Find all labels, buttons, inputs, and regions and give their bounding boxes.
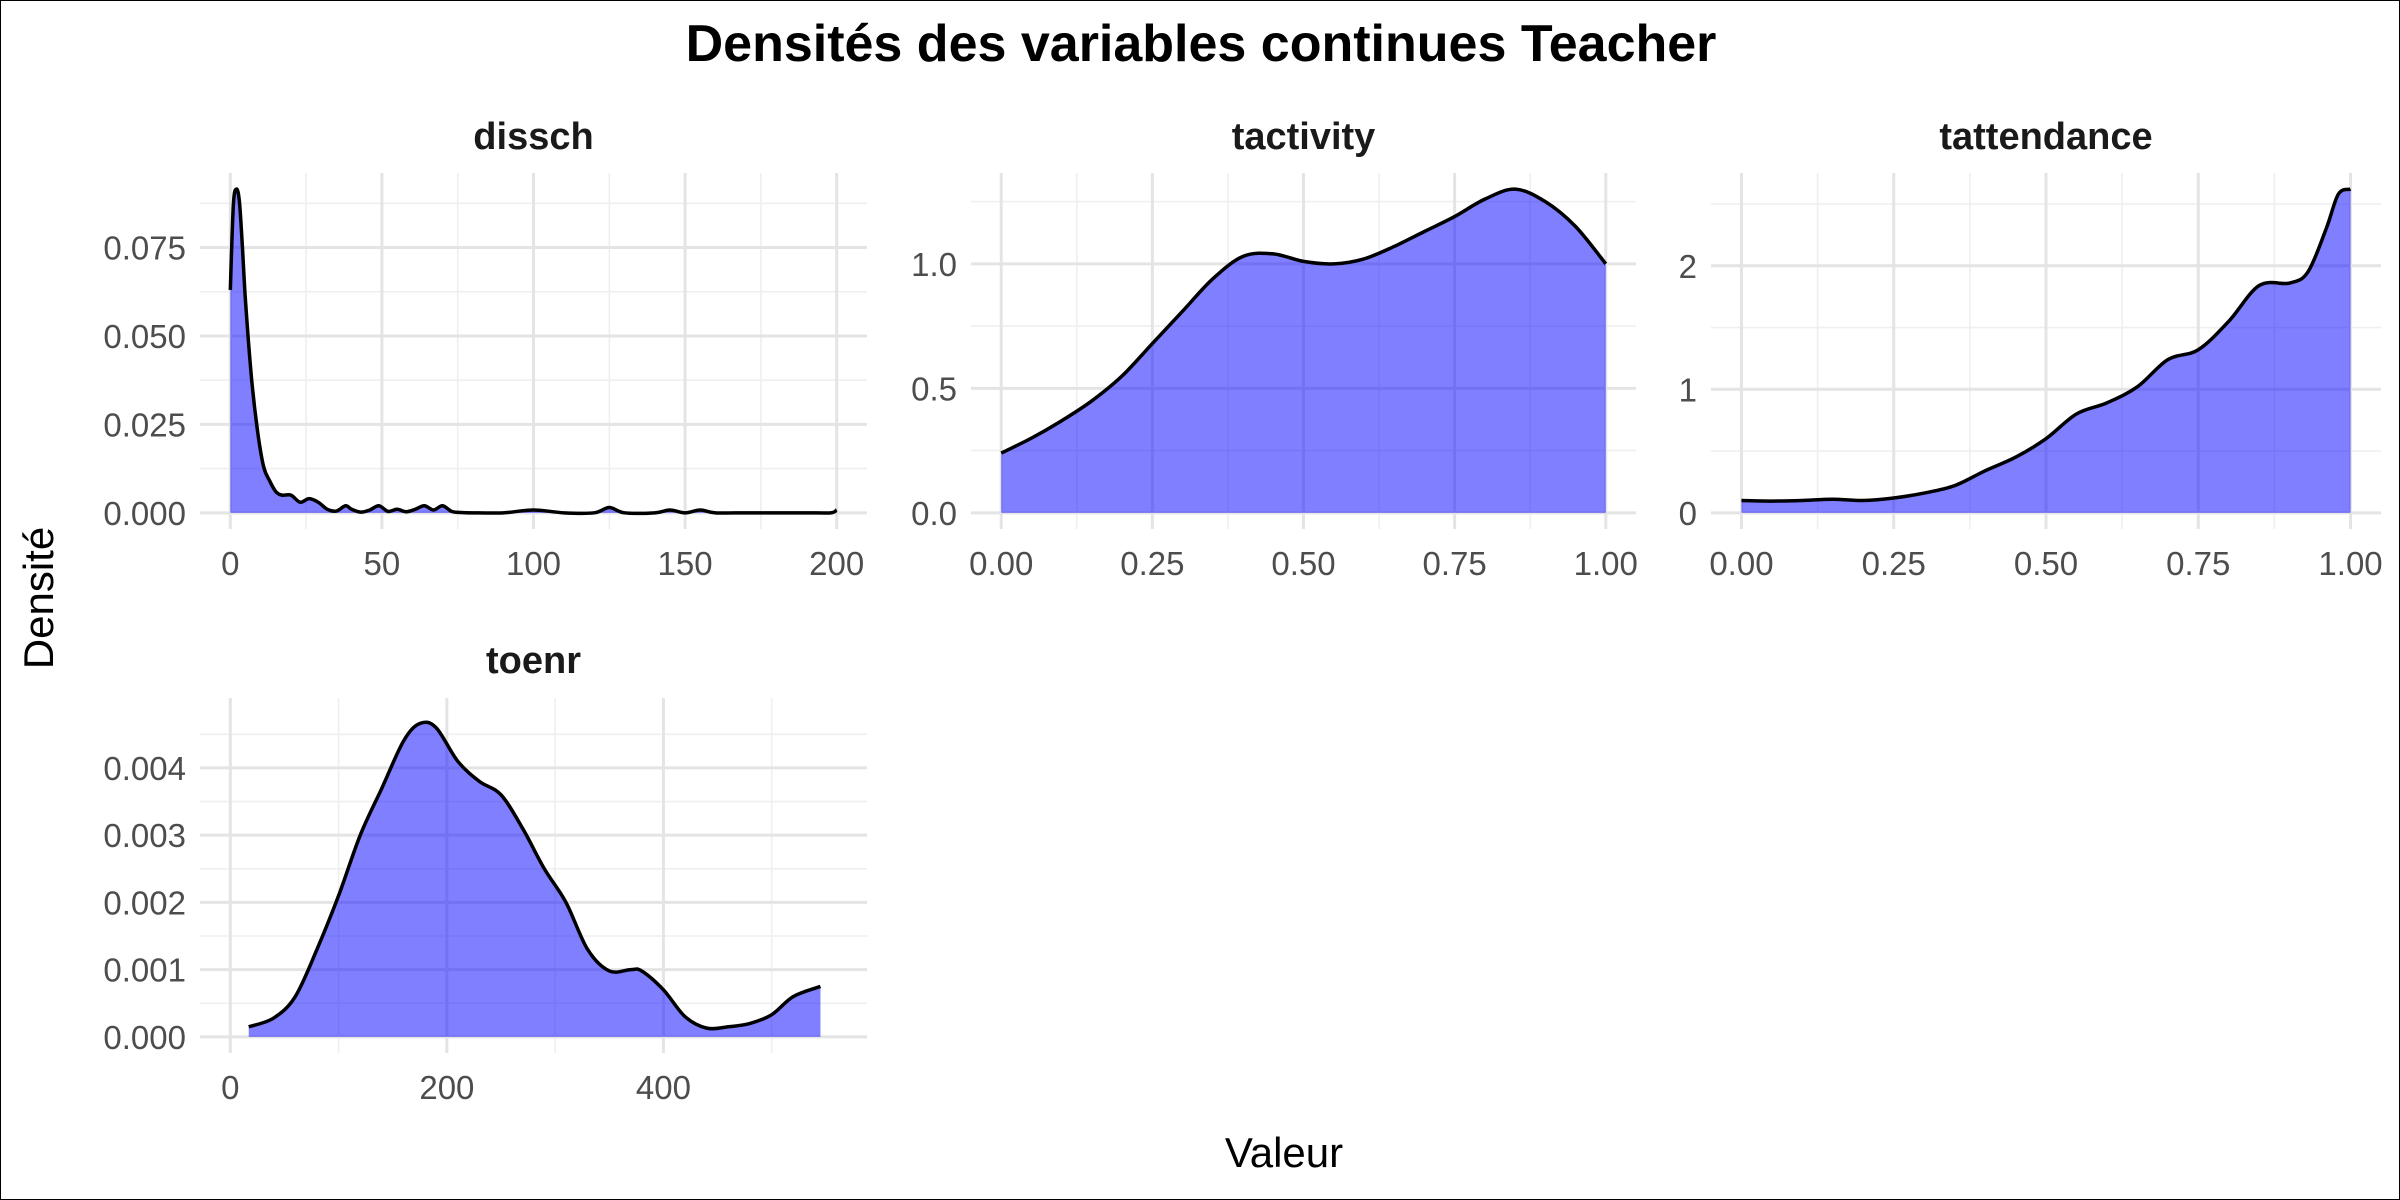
y-tick-label: 0.001 xyxy=(103,952,186,989)
y-tick-label: 0.002 xyxy=(103,884,186,921)
density-area xyxy=(248,722,821,1037)
x-tick-label: 0 xyxy=(221,545,239,582)
x-tick-label: 200 xyxy=(809,545,864,582)
panel-strip-label: tattendance xyxy=(1939,116,2152,158)
x-tick-label: 400 xyxy=(636,1069,691,1106)
density-line xyxy=(248,720,822,1031)
density-line xyxy=(228,187,838,516)
density-area xyxy=(1741,189,2351,513)
panel-tattendance: 0.00 0.25 0.50 0.75 1.00 0 1 2 tattendance xyxy=(1679,116,2383,582)
panel-strip-label: dissch xyxy=(473,116,593,158)
x-axis-title: Valeur xyxy=(1225,1129,1343,1176)
panel-strip-label: tactivity xyxy=(1232,116,1376,158)
x-tick-label: 0.75 xyxy=(1423,545,1487,582)
x-tick-label: 1.00 xyxy=(1574,545,1638,582)
y-tick-label: 0.050 xyxy=(103,318,186,355)
x-tick-label: 50 xyxy=(364,545,401,582)
panels-layer: 0 50 100 150 2000.0000.0250.0500.075dissch0.… xyxy=(103,116,2382,1106)
x-tick-label: 0 xyxy=(221,1069,239,1106)
panel-toenr: 0 200 400 0.000 0.001 0.002 0.003 0.004 toenr xyxy=(103,640,867,1106)
y-axis-title: Densité xyxy=(15,527,62,669)
panel-tactivity: 0.00 0.25 0.50 0.75 1.00 0.0 0.5 1.0 tactivity xyxy=(911,116,1638,582)
x-tick-label: 0.50 xyxy=(2014,545,2078,582)
y-tick-label: 0.000 xyxy=(103,1019,186,1056)
density-line xyxy=(1741,187,2352,503)
density-area xyxy=(1001,189,1606,513)
x-tick-label: 0.50 xyxy=(1271,545,1335,582)
x-tick-label: 150 xyxy=(658,545,713,582)
x-tick-label: 0.00 xyxy=(969,545,1033,582)
y-tick-label: 1 xyxy=(1679,371,1697,408)
x-tick-label: 200 xyxy=(419,1069,474,1106)
density-line xyxy=(1000,187,1608,455)
y-tick-label: 2 xyxy=(1679,248,1697,285)
chart-title: Densités des variables continues Teacher xyxy=(686,15,1717,73)
y-tick-label: 0.003 xyxy=(103,817,186,854)
x-tick-label: 0.00 xyxy=(1709,545,1773,582)
panel-dissch: 0 50 100 150 200 0.000 0.025 0.050 0.075 dissch xyxy=(103,116,867,582)
y-tick-label: 0.5 xyxy=(911,370,957,407)
y-tick-label: 0.0 xyxy=(911,495,957,532)
panel-strip-label: toenr xyxy=(486,640,581,682)
x-tick-label: 0.25 xyxy=(1120,545,1184,582)
x-tick-label: 0.25 xyxy=(1862,545,1926,582)
y-tick-label: 0.004 xyxy=(103,750,186,787)
x-tick-label: 0.75 xyxy=(2166,545,2230,582)
y-tick-label: 0.025 xyxy=(103,406,186,443)
x-tick-label: 100 xyxy=(506,545,561,582)
y-tick-label: 0.075 xyxy=(103,230,186,267)
y-tick-label: 0.000 xyxy=(103,495,186,532)
y-tick-label: 1.0 xyxy=(911,246,957,283)
x-tick-label: 1.00 xyxy=(2318,545,2382,582)
y-tick-label: 0 xyxy=(1679,495,1697,532)
